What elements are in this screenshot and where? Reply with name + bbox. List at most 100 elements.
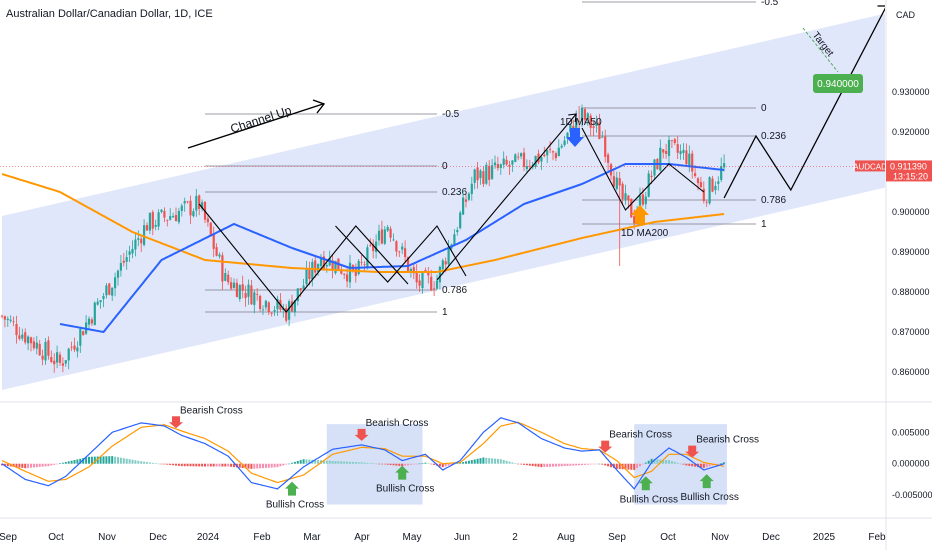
candle-body bbox=[624, 193, 627, 200]
candle-body bbox=[511, 160, 514, 165]
candle-body bbox=[250, 285, 253, 305]
macd-histogram-bar bbox=[688, 463, 691, 466]
price-axis-tick: 0.870000 bbox=[892, 327, 930, 337]
candle-body bbox=[38, 343, 41, 356]
candle-body bbox=[717, 181, 720, 184]
candle-body bbox=[366, 247, 369, 267]
macd-histogram-bar bbox=[659, 459, 662, 464]
candle-body bbox=[119, 262, 122, 271]
candle-body bbox=[273, 310, 276, 312]
candle-body bbox=[473, 169, 476, 183]
macd-histogram-bar bbox=[32, 463, 35, 468]
macd-histogram-bar bbox=[35, 463, 38, 468]
candle-body bbox=[520, 153, 523, 157]
macd-histogram-bar bbox=[270, 463, 273, 468]
projection-arrowhead bbox=[877, 5, 885, 7]
time-axis-tick: 2025 bbox=[813, 532, 836, 543]
candle-body bbox=[444, 261, 447, 265]
macd-histogram-bar bbox=[540, 463, 543, 468]
macd-histogram-bar bbox=[88, 456, 90, 464]
ma50-annotation: 1D MA50 bbox=[560, 117, 602, 147]
macd-histogram-bar bbox=[111, 456, 114, 464]
candle-body bbox=[650, 175, 653, 177]
macd-histogram-bar bbox=[302, 459, 305, 464]
candle-body bbox=[696, 178, 700, 184]
macd-axis-tick: 0.005000 bbox=[892, 427, 930, 437]
candle-body bbox=[369, 244, 372, 246]
candle-body bbox=[50, 357, 53, 362]
candle-body bbox=[253, 292, 256, 305]
macd-histogram-bar bbox=[433, 463, 436, 465]
macd-histogram-bar bbox=[1, 463, 3, 466]
candle-body bbox=[15, 323, 18, 336]
macd-histogram-bar bbox=[592, 463, 595, 465]
candle-body bbox=[711, 178, 714, 192]
macd-histogram-bar bbox=[424, 462, 427, 464]
macd-histogram-bar bbox=[685, 463, 688, 466]
macd-histogram-bar bbox=[305, 459, 308, 464]
candle-body bbox=[604, 136, 607, 157]
macd-histogram-bar bbox=[398, 463, 401, 466]
candle-body bbox=[612, 176, 615, 187]
macd-histogram-bar bbox=[44, 463, 47, 467]
bullish-cross-annotation: Bullish Cross bbox=[266, 481, 324, 511]
macd-histogram-bar bbox=[96, 456, 99, 464]
candle-body bbox=[293, 300, 296, 313]
macd-histogram-bar bbox=[314, 459, 317, 464]
candle-body bbox=[525, 166, 528, 169]
macd-histogram-bar bbox=[705, 463, 708, 468]
macd-histogram-bar bbox=[641, 463, 644, 465]
candle-body bbox=[3, 316, 6, 320]
candle-body bbox=[479, 170, 482, 179]
candle-body bbox=[467, 193, 470, 200]
macd-histogram-bar bbox=[552, 463, 554, 467]
candle-body bbox=[389, 228, 392, 238]
macd-histogram-bar bbox=[76, 459, 79, 464]
macd-histogram-bar bbox=[427, 463, 430, 465]
macd-histogram-bar bbox=[296, 460, 299, 464]
candle-body bbox=[641, 194, 644, 205]
macd-histogram-bar bbox=[534, 463, 537, 467]
candle-body bbox=[363, 263, 366, 265]
macd-histogram-bar bbox=[578, 463, 581, 466]
candle-body bbox=[427, 272, 430, 276]
bearish-cross-label: Bearish Cross bbox=[180, 405, 243, 416]
macd-histogram-bar bbox=[357, 462, 360, 464]
candle-body bbox=[21, 334, 24, 339]
macd-histogram-bar bbox=[250, 463, 253, 469]
macd-histogram-bar bbox=[598, 463, 601, 465]
macd-histogram-bar bbox=[543, 463, 546, 468]
macd-histogram-bar bbox=[624, 463, 627, 470]
time-axis-tick: Jun bbox=[454, 532, 470, 543]
candle-body bbox=[140, 238, 143, 244]
macd-histogram-bar bbox=[282, 463, 285, 466]
candle-body bbox=[58, 354, 62, 363]
macd-histogram-bar bbox=[175, 463, 177, 466]
candle-body bbox=[665, 151, 668, 154]
macd-pane bbox=[1, 417, 727, 505]
macd-axis-tick: 0.000000 bbox=[892, 459, 930, 469]
macd-histogram-bar bbox=[668, 460, 670, 464]
candle-body bbox=[319, 258, 323, 267]
macd-histogram-bar bbox=[183, 463, 186, 467]
bearish-cross-annotation: Bearish Cross bbox=[354, 418, 428, 441]
macd-histogram-bar bbox=[575, 463, 578, 466]
time-axis-tick: Oct bbox=[48, 532, 64, 543]
candle-body bbox=[496, 164, 499, 169]
fib-level-label: 0.236 bbox=[442, 187, 467, 198]
time-axis-tick: Sep bbox=[0, 532, 17, 543]
price-pane: -0.500.2360.7861-0.500.2360.7861Channel … bbox=[0, 0, 885, 390]
macd-histogram-bar bbox=[262, 463, 264, 469]
candle-body bbox=[276, 298, 279, 310]
candle-body bbox=[560, 145, 563, 148]
macd-histogram-bar bbox=[601, 463, 604, 465]
price-axis-tick: 0.930000 bbox=[892, 87, 930, 97]
candle-body bbox=[290, 301, 294, 312]
candle-body bbox=[256, 294, 259, 295]
candle-body bbox=[195, 195, 198, 211]
channel-up-arrowhead bbox=[312, 99, 326, 114]
macd-histogram-bar bbox=[349, 461, 351, 464]
macd-histogram-bar bbox=[30, 463, 32, 468]
